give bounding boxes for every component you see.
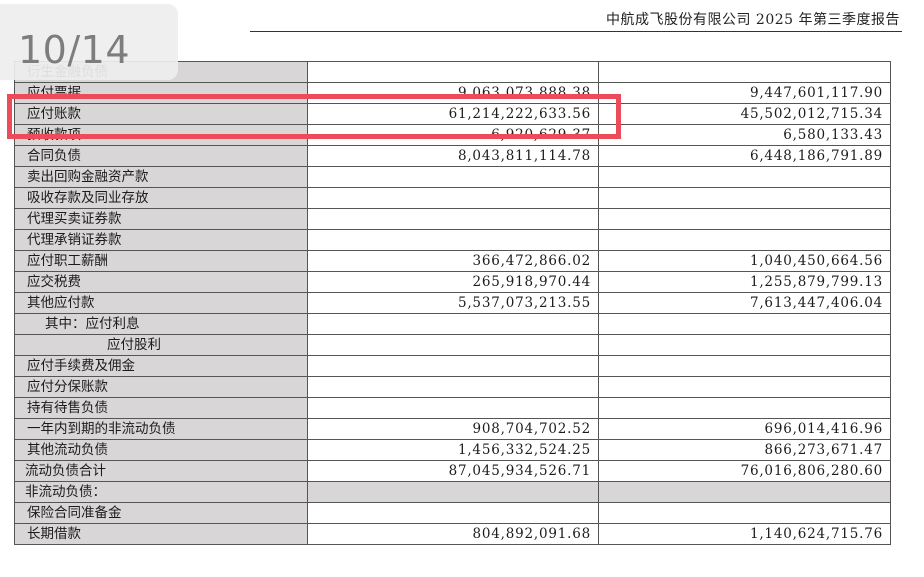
page-indicator: 10/14 <box>0 4 178 80</box>
prior-period-value: 866,273,671.47 <box>598 439 891 461</box>
current-period-value: 908,704,702.52 <box>307 418 599 440</box>
table-body: 衍生金融负债应付票据9,063,073,888.389,447,601,117.… <box>14 61 891 545</box>
prior-period-value <box>598 355 891 377</box>
table-row: 应付分保账款 <box>14 376 891 398</box>
prior-period-value <box>598 229 891 251</box>
table-row: 应付手续费及佣金 <box>14 355 891 377</box>
highlight-box <box>7 94 621 139</box>
current-period-value <box>307 376 599 398</box>
table-row: 应付职工薪酬 366,472,866.02 1,040,450,664.56 <box>14 250 891 272</box>
prior-period-value: 6,580,133.43 <box>598 124 891 146</box>
table-row: 保险合同准备金 <box>14 502 891 524</box>
row-label: 流动负债合计 <box>14 460 308 482</box>
row-label: 保险合同准备金 <box>14 502 308 524</box>
current-period-value: 1,456,332,524.25 <box>307 439 599 461</box>
current-period-value: 366,472,866.02 <box>307 250 599 272</box>
row-label: 一年内到期的非流动负债 <box>14 418 308 440</box>
table-row: 其中：应付利息 <box>14 313 891 335</box>
current-period-value <box>307 208 599 230</box>
prior-period-value <box>598 481 891 503</box>
current-period-value <box>307 334 599 356</box>
balance-sheet-table: 衍生金融负债应付票据9,063,073,888.389,447,601,117.… <box>14 61 891 545</box>
table-row: 代理买卖证券款 <box>14 208 891 230</box>
row-label: 代理买卖证券款 <box>14 208 308 230</box>
row-label: 应交税费 <box>14 271 308 293</box>
table-row: 代理承销证券款 <box>14 229 891 251</box>
table-row: 合同负债 8,043,811,114.78 6,448,186,791.89 <box>14 145 891 167</box>
current-period-value: 804,892,091.68 <box>307 523 599 545</box>
table-row: 其他流动负债 1,456,332,524.25 866,273,671.47 <box>14 439 891 461</box>
prior-period-value <box>598 187 891 209</box>
current-period-value <box>307 61 599 83</box>
prior-period-value: 6,448,186,791.89 <box>598 145 891 167</box>
row-label: 长期借款 <box>14 523 308 545</box>
table-row: 应交税费 265,918,970.44 1,255,879,799.13 <box>14 271 891 293</box>
row-label: 应付股利 <box>14 334 308 356</box>
prior-period-value <box>598 208 891 230</box>
current-period-value <box>307 166 599 188</box>
prior-period-value: 1,140,624,715.76 <box>598 523 891 545</box>
prior-period-value: 9,447,601,117.90 <box>598 82 891 104</box>
prior-period-value <box>598 502 891 524</box>
current-period-value <box>307 313 599 335</box>
current-period-value <box>307 481 599 503</box>
current-period-value: 265,918,970.44 <box>307 271 599 293</box>
prior-period-value <box>598 313 891 335</box>
row-label: 其他流动负债 <box>14 439 308 461</box>
row-label: 应付手续费及佣金 <box>14 355 308 377</box>
current-period-value <box>307 355 599 377</box>
row-label: 代理承销证券款 <box>14 229 308 251</box>
current-period-value: 8,043,811,114.78 <box>307 145 599 167</box>
row-label: 合同负债 <box>14 145 308 167</box>
header-rule <box>250 31 902 32</box>
prior-period-value <box>598 61 891 83</box>
current-period-value <box>307 229 599 251</box>
current-period-value: 87,045,934,526.71 <box>307 460 599 482</box>
row-label: 吸收存款及同业存放 <box>14 187 308 209</box>
report-header-title: 中航成飞股份有限公司 2025 年第三季度报告 <box>605 12 900 28</box>
prior-period-value: 76,016,806,280.60 <box>598 460 891 482</box>
prior-period-value: 1,255,879,799.13 <box>598 271 891 293</box>
table-row: 持有待售负债 <box>14 397 891 419</box>
table-row: 吸收存款及同业存放 <box>14 187 891 209</box>
row-label: 应付分保账款 <box>14 376 308 398</box>
row-label: 其中：应付利息 <box>14 313 308 335</box>
current-period-value: 5,537,073,213.55 <box>307 292 599 314</box>
prior-period-value: 7,613,447,406.04 <box>598 292 891 314</box>
table-row: 长期借款 804,892,091.68 1,140,624,715.76 <box>14 523 891 545</box>
prior-period-value <box>598 334 891 356</box>
page-indicator-label: 10/14 <box>18 28 131 72</box>
row-label: 其他应付款 <box>14 292 308 314</box>
prior-period-value: 696,014,416.96 <box>598 418 891 440</box>
prior-period-value <box>598 166 891 188</box>
current-period-value <box>307 397 599 419</box>
row-label: 卖出回购金融资产款 <box>14 166 308 188</box>
current-period-value <box>307 187 599 209</box>
prior-period-value <box>598 376 891 398</box>
current-period-value <box>307 502 599 524</box>
table-row: 非流动负债： <box>14 481 891 503</box>
table-row: 其他应付款 5,537,073,213.55 7,613,447,406.04 <box>14 292 891 314</box>
table-row: 卖出回购金融资产款 <box>14 166 891 188</box>
table-row: 流动负债合计 87,045,934,526.71 76,016,806,280.60 <box>14 460 891 482</box>
row-label: 非流动负债： <box>14 481 308 503</box>
prior-period-value: 45,502,012,715.34 <box>598 103 891 125</box>
prior-period-value: 1,040,450,664.56 <box>598 250 891 272</box>
table-row: 一年内到期的非流动负债 908,704,702.52 696,014,416.96 <box>14 418 891 440</box>
current-period-value: 61,214,222,633.56 <box>307 103 599 125</box>
row-label: 持有待售负债 <box>14 397 308 419</box>
table-row: 应付股利 <box>14 334 891 356</box>
row-label: 应付职工薪酬 <box>14 250 308 272</box>
prior-period-value <box>598 397 891 419</box>
